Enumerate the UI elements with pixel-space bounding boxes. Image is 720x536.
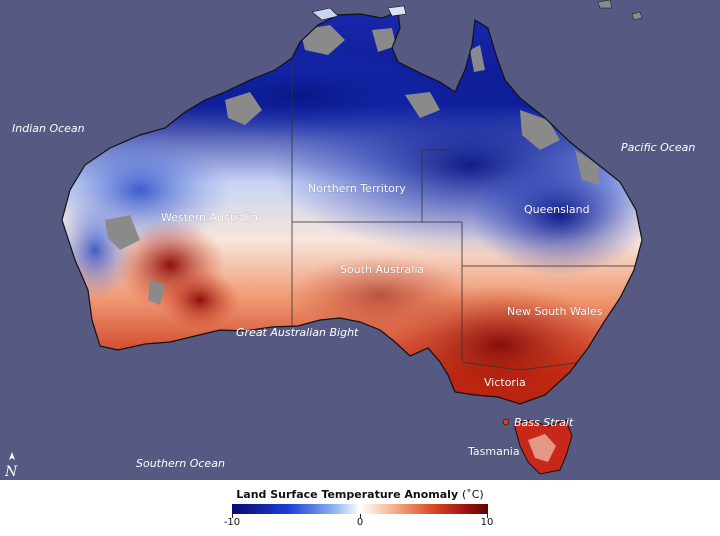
label-great-australian-bight: Great Australian Bight (236, 326, 359, 339)
legend-title: Land Surface Temperature Anomaly (˚C) (0, 488, 720, 501)
label-bass-strait: Bass Strait (514, 416, 574, 429)
label-northern-territory: Northern Territory (308, 182, 406, 195)
label-indian-ocean: Indian Ocean (12, 122, 85, 135)
label-queensland: Queensland (524, 203, 590, 216)
bass-strait-island (502, 418, 510, 426)
label-pacific-ocean: Pacific Ocean (621, 141, 695, 154)
colorbar-tick-mid (360, 514, 361, 518)
label-southern-ocean: Southern Ocean (136, 457, 225, 470)
australia-temperature-anomaly-map: Indian Ocean Pacific Ocean Southern Ocea… (0, 0, 720, 480)
mainland-coastline (61, 11, 643, 405)
north-arrow-icon: N (4, 452, 18, 480)
colorbar-tick-min (232, 514, 233, 518)
label-western-australia: Western Australia (161, 211, 258, 224)
label-new-south-wales: New South Wales (507, 305, 603, 318)
pacific-island (631, 11, 643, 21)
label-tasmania: Tasmania (467, 445, 520, 458)
colorbar-tick-max (487, 514, 488, 518)
colorbar-label-mid: 0 (356, 517, 364, 528)
northern-island (387, 5, 407, 17)
legend-unit: (˚C) (461, 488, 484, 501)
pacific-island (597, 0, 613, 9)
colorbar (232, 504, 488, 514)
north-arrow-letter: N (4, 464, 18, 480)
colorbar-label-max: 10 (480, 517, 494, 528)
colorbar-label-min: -10 (223, 517, 241, 528)
legend-title-text: Land Surface Temperature Anomaly (236, 488, 459, 501)
label-south-australia: South Australia (340, 263, 424, 276)
northern-island (311, 7, 339, 21)
label-victoria: Victoria (484, 376, 526, 389)
